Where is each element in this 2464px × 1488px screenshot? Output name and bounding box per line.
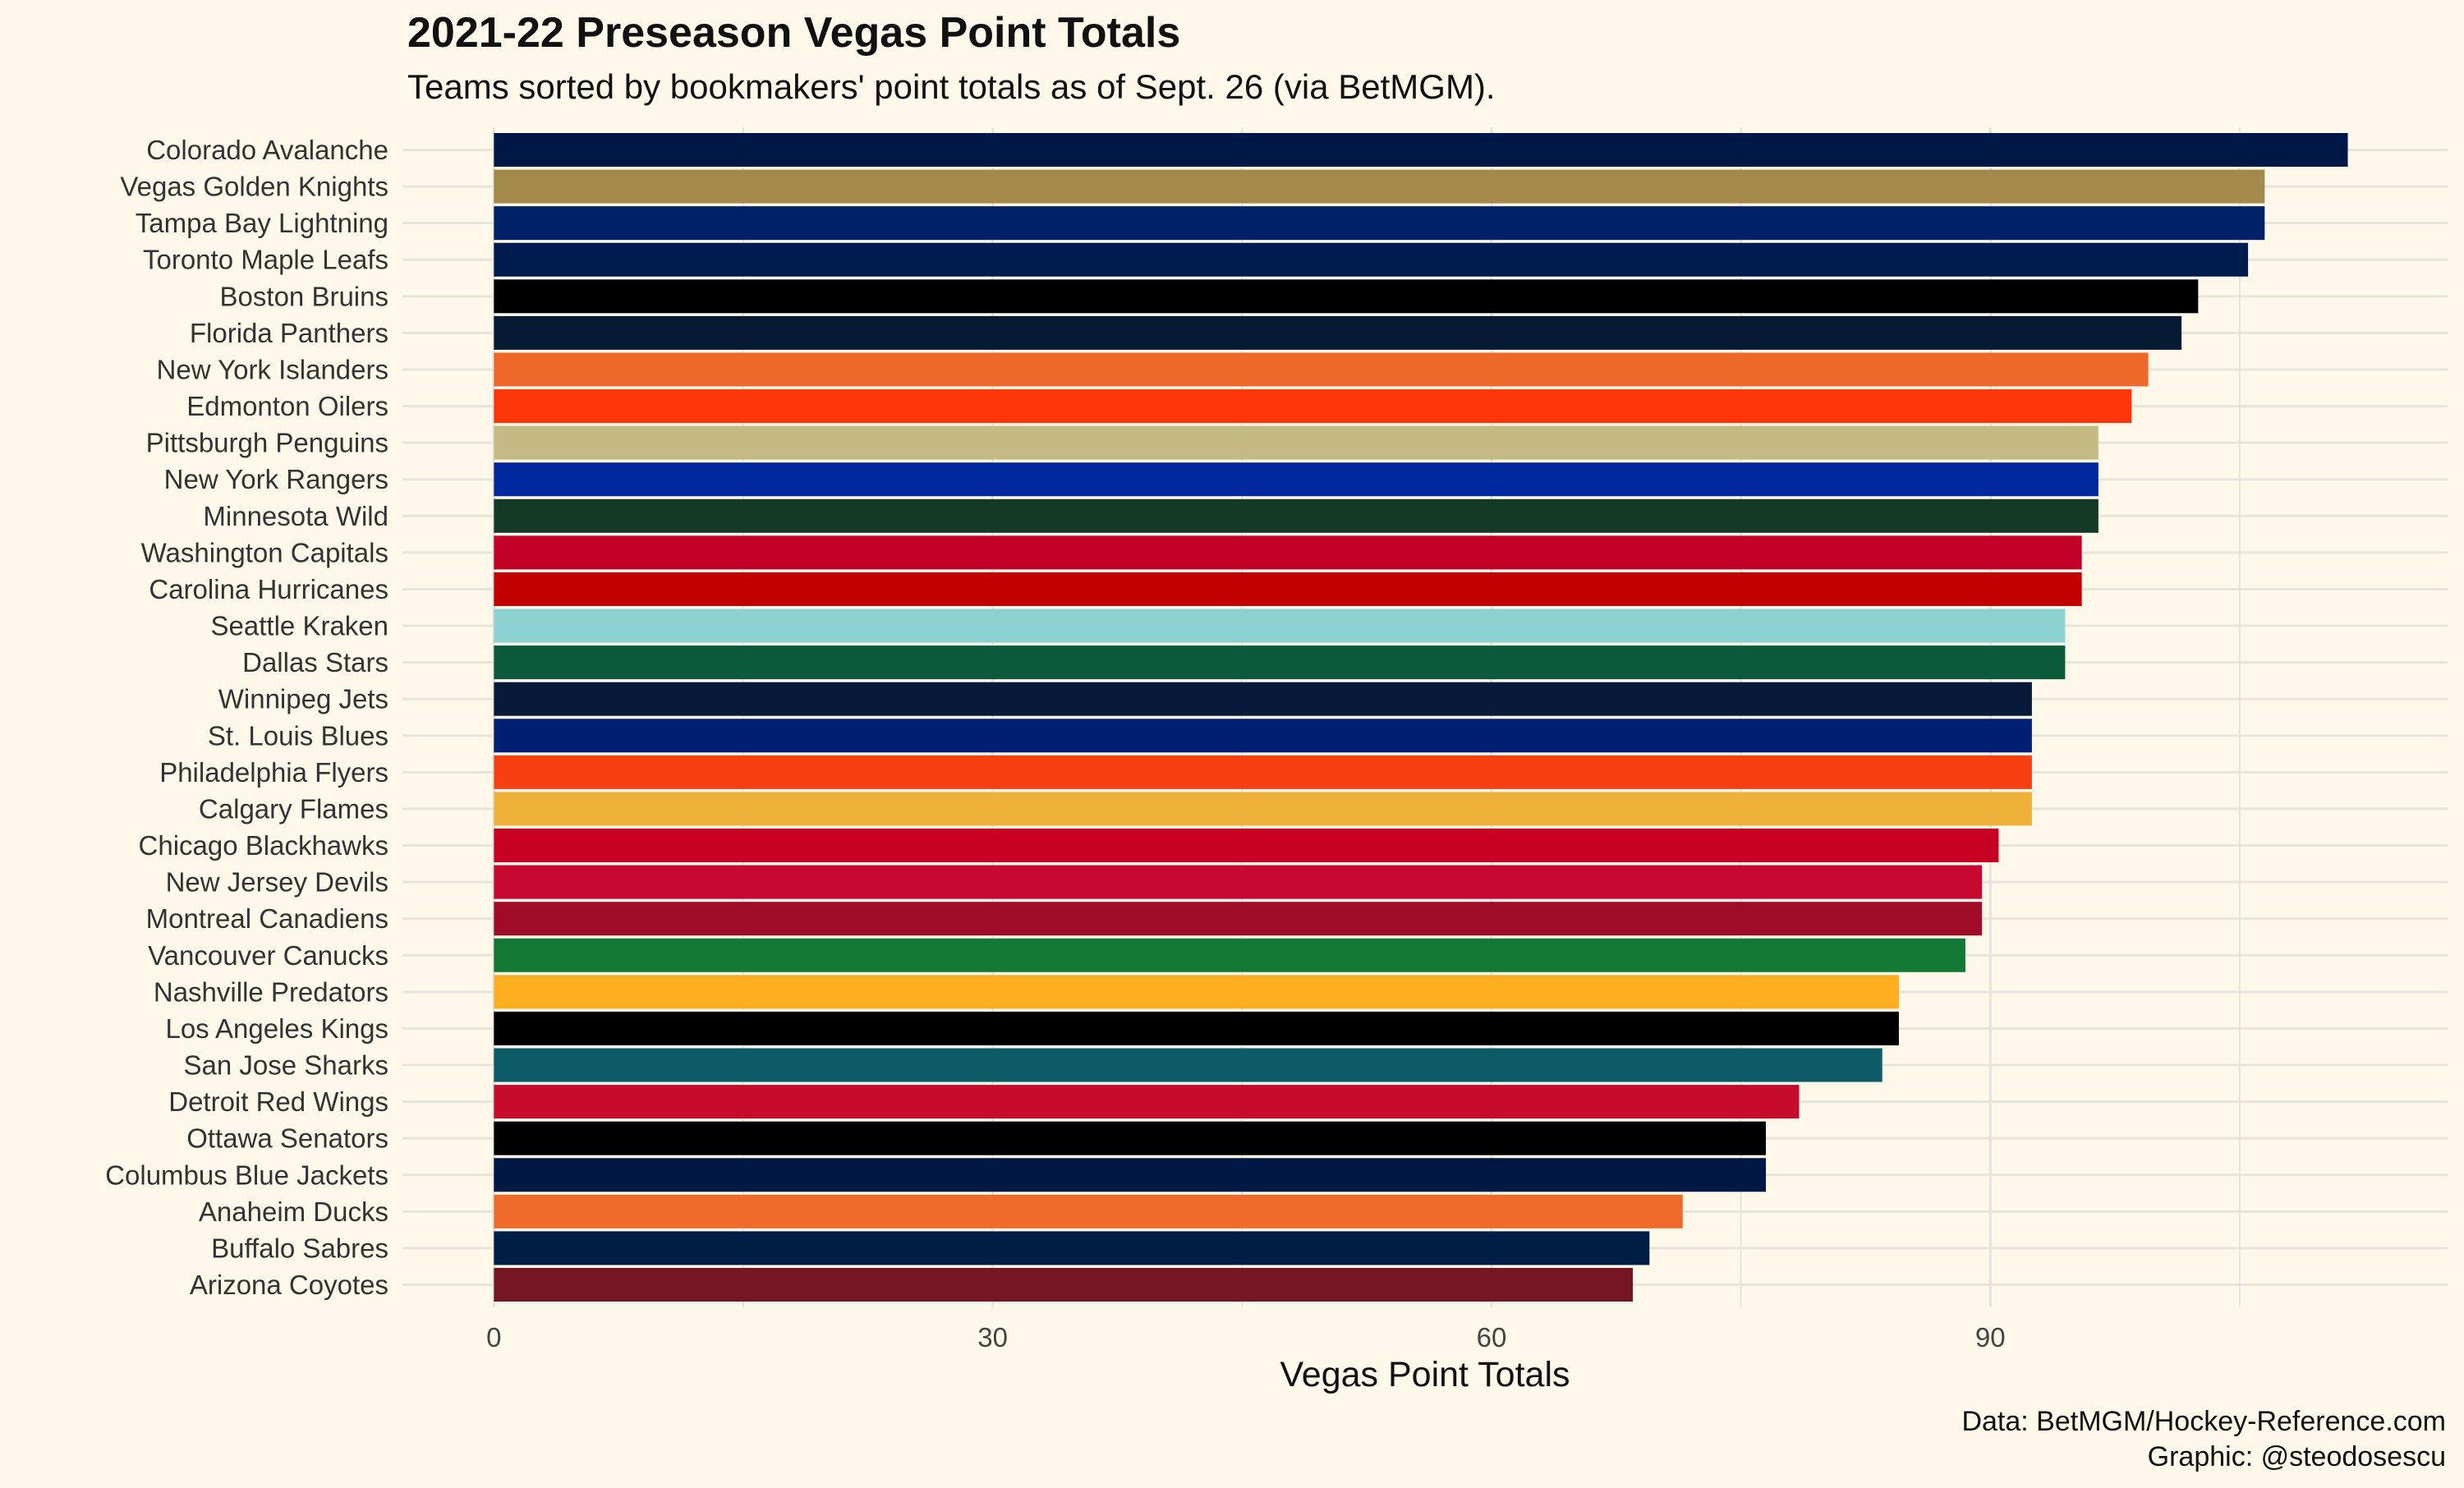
bar [494, 242, 2249, 277]
x-axis-title: Vegas Point Totals [1280, 1355, 1570, 1394]
bar [494, 279, 2199, 314]
x-tick-labels: 0 30 60 90 [486, 1322, 2005, 1353]
bar [494, 609, 2066, 643]
y-tick-label: Arizona Coyotes [190, 1270, 388, 1300]
y-tick-label: Montreal Canadiens [146, 903, 388, 934]
y-tick-label: Edmonton Oilers [186, 391, 388, 421]
bar [494, 1267, 1634, 1302]
bar [494, 1194, 1683, 1229]
bar [494, 169, 2265, 204]
y-tick-label: Chicago Blackhawks [139, 830, 388, 861]
bar [494, 1231, 1650, 1265]
bar [494, 1121, 1766, 1155]
y-tick-label: Philadelphia Flyers [159, 757, 388, 788]
bar [494, 572, 2082, 606]
bar [494, 1085, 1800, 1119]
y-tick-label: Vegas Golden Knights [120, 172, 388, 202]
y-tick-label: New Jersey Devils [166, 867, 388, 898]
bar [494, 792, 2032, 826]
caption: Data: BetMGM/Hockey-Reference.com Graphi… [1961, 1404, 2446, 1475]
y-tick-label: Winnipeg Jets [218, 684, 388, 714]
bar [494, 865, 1983, 899]
x-tick-label: 0 [486, 1322, 501, 1353]
bar [494, 206, 2265, 241]
bar [494, 829, 1999, 863]
y-tick-label: Calgary Flames [199, 793, 388, 824]
y-tick-label: Buffalo Sabres [211, 1233, 388, 1263]
bar [494, 682, 2032, 716]
bar [494, 755, 2032, 789]
y-tick-label: Florida Panthers [190, 318, 388, 348]
y-tick-label: Carolina Hurricanes [149, 574, 388, 604]
bar [494, 1158, 1766, 1192]
y-tick-label: Colorado Avalanche [146, 135, 388, 165]
y-tick-label: New York Islanders [157, 354, 388, 384]
bar [494, 902, 1983, 936]
bar [494, 535, 2082, 570]
y-tick-label: Minnesota Wild [203, 501, 388, 531]
y-tick-label: Dallas Stars [242, 647, 388, 677]
bar [494, 498, 2099, 533]
bar [494, 132, 2348, 168]
y-tick-labels: Colorado Avalanche Vegas Golden Knights Ta… [105, 135, 388, 1300]
chart-subtitle: Teams sorted by bookmakers' point totals… [407, 67, 1496, 106]
bar [494, 1048, 1882, 1082]
y-tick-label: Nashville Predators [154, 976, 388, 1007]
bar [494, 719, 2032, 753]
caption-graphic-credit: Graphic: @steodosescu [2147, 1441, 2446, 1472]
bar [494, 1011, 1899, 1045]
y-tick-label: Anaheim Ducks [199, 1196, 388, 1227]
bar [494, 352, 2149, 387]
bar [494, 315, 2182, 350]
y-tick-label: Columbus Blue Jackets [105, 1160, 388, 1190]
caption-data-source: Data: BetMGM/Hockey-Reference.com [1961, 1406, 2446, 1437]
y-tick-label: Los Angeles Kings [165, 1013, 388, 1044]
y-tick-label: Tampa Bay Lightning [136, 208, 388, 238]
y-tick-label: New York Rangers [164, 464, 388, 494]
y-tick-label: Pittsburgh Penguins [146, 428, 388, 458]
y-tick-label: Vancouver Canucks [148, 940, 388, 971]
x-tick-label: 60 [1477, 1322, 1507, 1353]
y-tick-label: San Jose Sharks [184, 1050, 388, 1081]
y-tick-label: Boston Bruins [220, 281, 388, 311]
bar [494, 645, 2066, 680]
bar [494, 462, 2099, 497]
y-tick-label: Ottawa Senators [186, 1123, 388, 1154]
y-tick-label: St. Louis Blues [208, 720, 388, 751]
bar [494, 938, 1965, 972]
bar [494, 425, 2099, 460]
bar [494, 975, 1899, 1009]
y-tick-label: Washington Capitals [141, 537, 388, 567]
y-tick-label: Seattle Kraken [211, 611, 388, 641]
x-tick-label: 90 [1975, 1322, 2006, 1353]
y-tick-label: Toronto Maple Leafs [143, 245, 388, 275]
bars [494, 132, 2348, 1302]
chart-title: 2021-22 Preseason Vegas Point Totals [407, 9, 1181, 57]
x-tick-label: 30 [977, 1322, 1008, 1353]
bar [494, 389, 2132, 424]
y-tick-label: Detroit Red Wings [168, 1086, 388, 1117]
